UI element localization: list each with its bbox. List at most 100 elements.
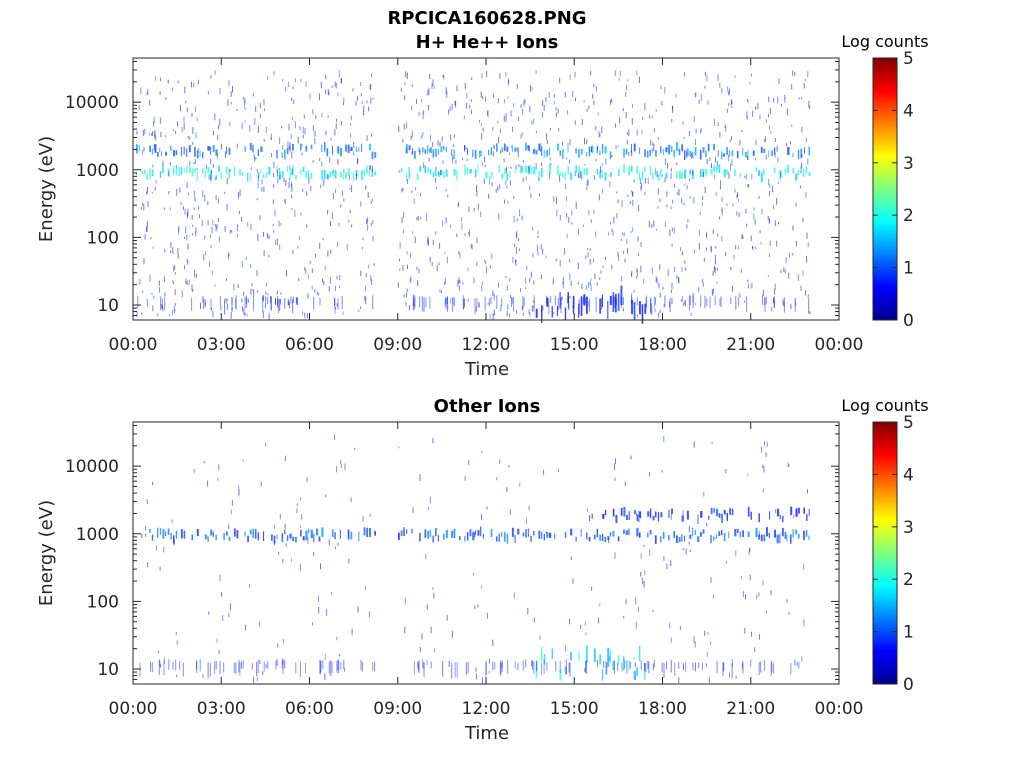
- spectrogram-cell: [604, 536, 607, 542]
- spectrogram-cell: [364, 585, 366, 590]
- spectrogram-cell: [174, 289, 176, 295]
- spectrogram-cell: [535, 70, 537, 74]
- spectrogram-cell: [782, 298, 784, 305]
- spectrogram-cell: [524, 98, 526, 104]
- spectrogram-cell: [779, 514, 781, 520]
- spectrogram-cell: [406, 292, 407, 298]
- spectrogram-cell: [271, 153, 273, 158]
- spectrogram-cell: [801, 656, 803, 662]
- spectrogram-cell: [618, 77, 620, 81]
- spectrogram-cell: [485, 96, 487, 103]
- spectrogram-cell: [714, 265, 715, 272]
- spectrogram-cell: [412, 231, 414, 234]
- spectrogram-cell: [631, 272, 632, 277]
- spectrogram-cell: [574, 171, 576, 177]
- spectrogram-cell: [623, 529, 625, 534]
- spectrogram-cell: [167, 79, 169, 84]
- spectrogram-cell: [686, 151, 688, 158]
- spectrogram-cell: [621, 296, 623, 308]
- spectrogram-cell: [589, 281, 591, 286]
- spectrogram-cell: [332, 169, 334, 174]
- spectrogram-cell: [717, 267, 718, 271]
- spectrogram-cell: [217, 135, 219, 140]
- spectrogram-cell: [312, 125, 314, 131]
- spectrogram-cell: [217, 478, 219, 481]
- spectrogram-cell: [525, 277, 527, 284]
- spectrogram-cell: [226, 177, 228, 185]
- spectrogram-cell: [681, 534, 683, 542]
- spectrogram-cell: [215, 660, 217, 669]
- spectrogram-cell: [777, 96, 779, 104]
- spectrogram-cell: [307, 293, 309, 299]
- spectrogram-cell: [690, 312, 692, 316]
- spectrogram-cell: [224, 151, 226, 158]
- spectrogram-cell: [600, 297, 602, 310]
- spectrogram-cell: [586, 152, 587, 157]
- spectrogram-cell: [657, 174, 660, 181]
- spectrogram-cell: [684, 183, 686, 186]
- spectrogram-cell: [353, 151, 355, 156]
- spectrogram-cell: [631, 293, 633, 298]
- panel-title: H+ He++ Ions: [416, 32, 559, 53]
- spectrogram-cell: [196, 660, 198, 673]
- spectrogram-cell: [663, 304, 665, 308]
- spectrogram-cell: [220, 171, 223, 180]
- spectrogram-cell: [741, 662, 743, 670]
- spectrogram-cell: [774, 220, 776, 227]
- spectrogram-cell: [746, 296, 747, 313]
- spectrogram-cell: [201, 220, 203, 226]
- spectrogram-cell: [632, 191, 634, 196]
- spectrogram-cell: [210, 169, 212, 175]
- spectrogram-cell: [720, 180, 721, 186]
- spectrogram-cell: [652, 142, 654, 146]
- spectrogram-cell: [673, 149, 675, 153]
- spectrogram-cell: [742, 661, 744, 674]
- spectrogram-cell: [170, 145, 172, 151]
- spectrogram-cell: [233, 662, 235, 673]
- spectrogram-cell: [146, 221, 148, 227]
- spectrogram-cell: [758, 513, 760, 523]
- spectrogram-cell: [807, 489, 808, 494]
- spectrogram-cell: [255, 105, 257, 112]
- spectrogram-cell: [656, 278, 658, 284]
- spectrogram-cell: [358, 531, 360, 542]
- spectrogram-cell: [712, 594, 714, 599]
- spectrogram-cell: [559, 175, 561, 182]
- spectrogram-cell: [586, 168, 588, 175]
- spectrogram-cell: [788, 464, 790, 467]
- spectrogram-cell: [760, 534, 763, 542]
- spectrogram-cell: [153, 116, 155, 124]
- spectrogram-cell: [639, 645, 641, 661]
- spectrogram-cell: [514, 169, 516, 174]
- spectrogram-cell: [142, 129, 144, 136]
- spectrogram-cell: [518, 116, 519, 121]
- spectrogram-cell: [493, 309, 495, 316]
- spectrogram-cell: [639, 532, 641, 538]
- spectrogram-cell: [742, 590, 744, 598]
- spectrogram-cell: [435, 166, 437, 177]
- spectrogram-cell: [209, 234, 211, 238]
- spectrogram-cell: [717, 74, 719, 82]
- spectrogram-cell: [562, 142, 564, 146]
- spectrogram-cell: [644, 103, 646, 110]
- spectrogram-cell: [439, 141, 441, 147]
- spectrogram-cell: [252, 528, 255, 538]
- spectrogram-cell: [344, 667, 346, 673]
- spectrogram-cell: [651, 303, 653, 309]
- spectrogram-cell: [790, 141, 791, 145]
- spectrogram-cell: [371, 278, 373, 286]
- spectrogram-cell: [291, 181, 292, 186]
- spectrogram-cell: [540, 244, 542, 250]
- spectrogram-cell: [766, 441, 768, 448]
- spectrogram-cell: [363, 113, 365, 116]
- spectrogram-cell: [721, 530, 723, 536]
- spectrogram-cell: [481, 585, 483, 589]
- spectrogram-cell: [164, 248, 166, 253]
- spectrogram-cell: [688, 295, 690, 311]
- spectrogram-cell: [419, 166, 422, 172]
- spectrogram-cell: [589, 258, 591, 265]
- spectrogram-cell: [308, 528, 310, 534]
- spectrogram-cell: [477, 530, 480, 536]
- spectrogram-cell: [514, 243, 516, 248]
- spectrogram-cell: [168, 314, 170, 317]
